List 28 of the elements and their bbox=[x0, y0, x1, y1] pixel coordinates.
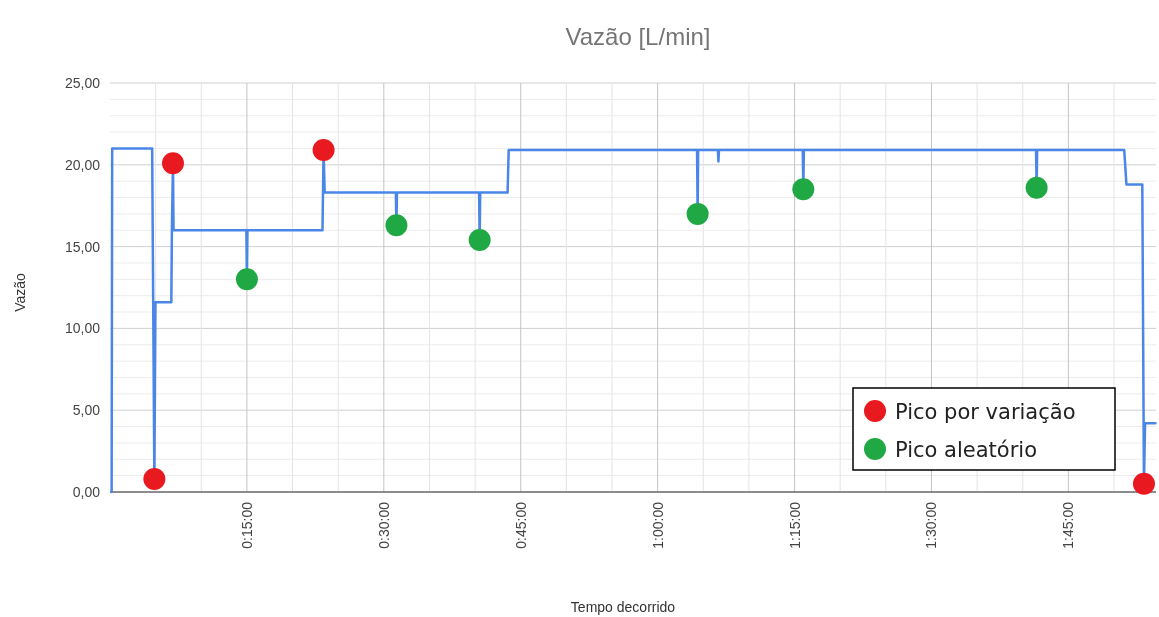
point bbox=[235, 268, 258, 291]
y-tick-label: 10,00 bbox=[64, 320, 101, 337]
x-tick-label: 0:45:00 bbox=[512, 501, 529, 549]
y-axis-title: Vazão bbox=[12, 272, 28, 312]
point bbox=[1132, 472, 1155, 495]
point bbox=[143, 467, 166, 490]
x-tick-label: 0:15:00 bbox=[238, 501, 255, 549]
legend-label: Pico aleatório bbox=[895, 438, 1037, 462]
point bbox=[161, 152, 184, 175]
y-tick-label: 20,00 bbox=[64, 156, 101, 173]
x-tick-label: 1:30:00 bbox=[923, 501, 940, 549]
x-axis-title: Tempo decorrido bbox=[570, 599, 676, 615]
x-tick-label: 1:45:00 bbox=[1060, 501, 1077, 549]
chart-title: Vazão [L/min] bbox=[565, 23, 711, 50]
legend-label: Pico por variação bbox=[895, 400, 1076, 424]
point bbox=[312, 139, 335, 162]
point bbox=[385, 214, 408, 237]
point bbox=[792, 178, 815, 201]
y-tick-label: 0,00 bbox=[72, 484, 101, 500]
point bbox=[1025, 176, 1048, 199]
x-tick-label: 1:15:00 bbox=[786, 501, 803, 549]
point bbox=[686, 202, 709, 225]
x-tick-label: 0:30:00 bbox=[375, 501, 392, 549]
x-tick-label: 1:00:00 bbox=[649, 501, 666, 549]
y-tick-label: 15,00 bbox=[64, 238, 101, 255]
y-tick-label: 5,00 bbox=[72, 402, 101, 419]
y-tick-label: 25,00 bbox=[64, 75, 101, 91]
point bbox=[468, 229, 491, 252]
